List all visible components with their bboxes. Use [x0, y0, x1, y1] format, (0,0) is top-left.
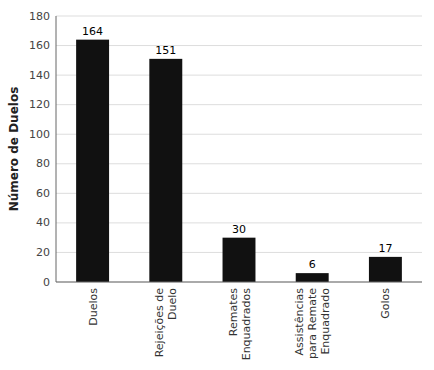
- grid-line: [56, 193, 422, 194]
- data-labels: 164 151 30 6 17: [82, 25, 392, 271]
- bar: [76, 40, 109, 282]
- y-tick-label: 40: [36, 216, 50, 229]
- y-tick-label: 100: [29, 128, 50, 141]
- bars: [76, 40, 402, 282]
- y-tick-label: 120: [29, 98, 50, 111]
- y-tick-label: 20: [36, 246, 50, 259]
- y-axis-label: Número de Duelos: [7, 87, 21, 212]
- x-tick-label: RematesEnquadrados: [227, 288, 253, 361]
- grid-line: [56, 134, 422, 135]
- grid-line: [56, 104, 422, 105]
- data-label: 6: [309, 258, 316, 271]
- x-axis-line: [56, 282, 422, 283]
- chart-container: 0 20 40 60 80 100 120 140 160 180 164 151 30 6 17 Duelo…: [0, 0, 434, 370]
- y-tick-label: 160: [29, 39, 50, 52]
- bar: [223, 238, 256, 282]
- y-tick-label: 60: [36, 187, 50, 200]
- chart: 0 20 40 60 80 100 120 140 160 180 164 151 30 6 17 Duelo…: [0, 0, 434, 370]
- y-tick-label: 0: [43, 276, 50, 289]
- grid-line: [56, 163, 422, 164]
- grid: [56, 16, 422, 282]
- x-tick-label: Assistênciaspara RemateEnquadrado: [293, 288, 332, 359]
- grid-line: [56, 16, 422, 17]
- x-tick-label: Rejeições deDuelo: [153, 288, 179, 358]
- y-axis-line: [56, 16, 57, 282]
- grid-line: [56, 75, 422, 76]
- data-label: 17: [378, 242, 392, 255]
- bar: [149, 59, 182, 282]
- y-tick-label: 140: [29, 69, 50, 82]
- data-label: 164: [82, 25, 103, 38]
- bar: [369, 257, 402, 282]
- x-tick-label: Golos: [379, 288, 392, 319]
- grid-line: [56, 45, 422, 46]
- data-label: 30: [232, 223, 246, 236]
- x-tick-label: Duelos: [87, 288, 100, 326]
- grid-line: [56, 282, 422, 283]
- data-label: 151: [155, 44, 176, 57]
- bar: [296, 273, 329, 282]
- x-ticks: Duelos Rejeições deDuelo RematesEnquadrado…: [87, 288, 393, 361]
- y-tick-label: 80: [36, 157, 50, 170]
- y-ticks: 0 20 40 60 80 100 120 140 160 180: [29, 10, 50, 289]
- y-tick-label: 180: [29, 10, 50, 23]
